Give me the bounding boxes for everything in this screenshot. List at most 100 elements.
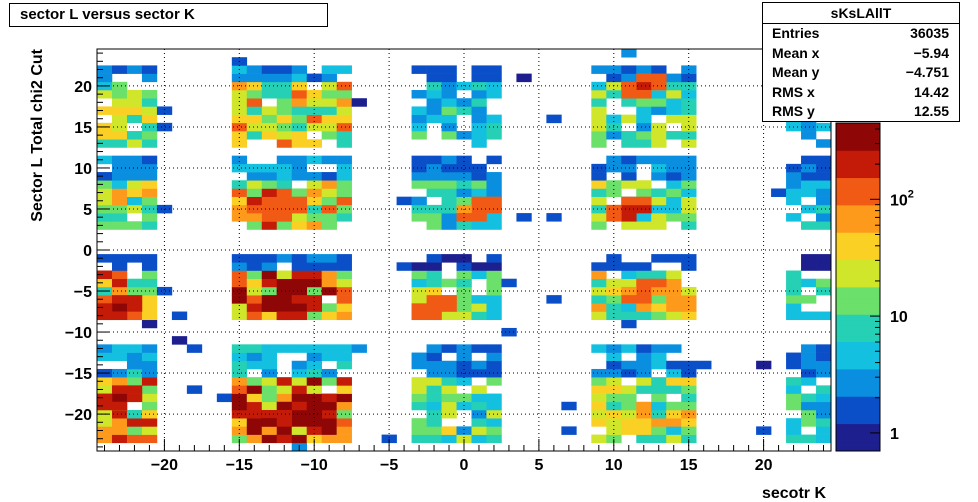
heatmap-cell [426, 254, 442, 263]
palette-segment [836, 161, 880, 168]
heatmap-cell [306, 180, 322, 189]
x-tick-label: 15 [680, 457, 698, 474]
heatmap-cell [651, 106, 667, 115]
heatmap-cell [111, 204, 128, 214]
heatmap-cell [801, 180, 817, 189]
heatmap-cell [291, 90, 308, 99]
heatmap-cell [681, 90, 697, 99]
heatmap-cell [561, 426, 577, 435]
heatmap-cell [246, 106, 263, 115]
heatmap-cell [97, 434, 113, 444]
heatmap-cell [486, 401, 502, 411]
heatmap-cell [456, 352, 472, 362]
heatmap-cell [666, 311, 682, 321]
heatmap-cell [306, 434, 322, 444]
heatmap-cell [381, 434, 397, 444]
heatmap-cell [441, 90, 457, 99]
heatmap-cell [126, 155, 143, 165]
heatmap-cell [636, 418, 652, 427]
heatmap-cell [306, 311, 322, 321]
heatmap-cells [97, 49, 832, 452]
heatmap-cell [336, 360, 352, 370]
heatmap-cell [591, 295, 607, 304]
heatmap-cell [621, 393, 637, 403]
heatmap-cell [651, 131, 667, 140]
heatmap-cell [246, 262, 263, 271]
heatmap-cell [276, 106, 293, 115]
grid-lines [97, 49, 831, 451]
heatmap-cell [471, 295, 487, 304]
heatmap-cell [456, 278, 472, 288]
heatmap-cell [456, 401, 472, 411]
heatmap-cell [261, 311, 278, 321]
heatmap-cell [426, 295, 442, 304]
heatmap-cell [111, 303, 128, 312]
heatmap-cell [651, 286, 667, 296]
heatmap-cell [786, 393, 802, 403]
heatmap-cell [786, 360, 802, 370]
heatmap-cell [426, 311, 442, 321]
heatmap-cell [801, 278, 817, 288]
heatmap-cell [276, 90, 293, 99]
y-tick-label: 20 [74, 79, 92, 96]
heatmap-cell [426, 393, 442, 403]
heatmap-cell [486, 352, 502, 362]
heatmap-cell [546, 114, 562, 124]
heatmap-cell [291, 368, 308, 378]
heatmap-cell [276, 254, 293, 263]
heatmap-cell [411, 360, 427, 370]
heatmap-cell [246, 418, 263, 427]
heatmap-cell [276, 131, 293, 140]
heatmap-cell [801, 418, 817, 427]
heatmap-cell [681, 139, 697, 148]
heatmap-cell [651, 254, 667, 263]
heatmap-cell [636, 204, 652, 214]
heatmap-cell [97, 270, 113, 280]
heatmap-cell [111, 221, 128, 230]
heatmap-cell [111, 213, 128, 222]
stats-row-rms-x: RMS x 14.42 [763, 83, 959, 103]
heatmap-cell [591, 180, 607, 189]
heatmap-cell [261, 262, 278, 271]
heatmap-cell [591, 213, 607, 222]
heatmap-cell [291, 163, 308, 173]
heatmap-cell [291, 377, 308, 386]
heatmap-cell [456, 311, 472, 321]
heatmap-cell [111, 122, 128, 132]
heatmap-cell [171, 336, 188, 345]
heatmap-cell [486, 344, 502, 353]
heatmap-cell [471, 434, 487, 444]
heatmap-cell [486, 122, 502, 132]
heatmap-cell [306, 262, 322, 271]
heatmap-cell [441, 344, 457, 353]
heatmap-cell [411, 106, 427, 115]
heatmap-cell [306, 295, 322, 304]
heatmap-cell [486, 114, 502, 124]
heatmap-cell [336, 311, 352, 321]
heatmap-cell [621, 155, 637, 165]
heatmap-cell [591, 139, 607, 148]
heatmap-cell [246, 377, 263, 386]
heatmap-cell [261, 393, 278, 403]
heatmap-cell [126, 98, 143, 107]
heatmap-cell [97, 385, 113, 394]
x-tick-label: −5 [380, 457, 398, 474]
heatmap-cell [456, 172, 472, 181]
heatmap-cell [786, 426, 802, 435]
palette-segment [836, 369, 880, 375]
heatmap-cell [276, 385, 293, 394]
heatmap-cell [636, 139, 652, 148]
heatmap-cell [291, 106, 308, 115]
heatmap-cell [471, 426, 487, 435]
heatmap-cell [786, 352, 802, 362]
stats-value: −4.751 [905, 64, 949, 81]
heatmap-cell [621, 401, 637, 411]
heatmap-cell [471, 221, 487, 230]
heatmap-cell [126, 163, 143, 173]
heatmap-cell [336, 286, 352, 296]
heatmap-cell [636, 81, 652, 91]
heatmap-cell [261, 352, 278, 362]
heatmap-cell [426, 303, 442, 312]
heatmap-cell [126, 106, 143, 115]
heatmap-cell [651, 311, 667, 321]
